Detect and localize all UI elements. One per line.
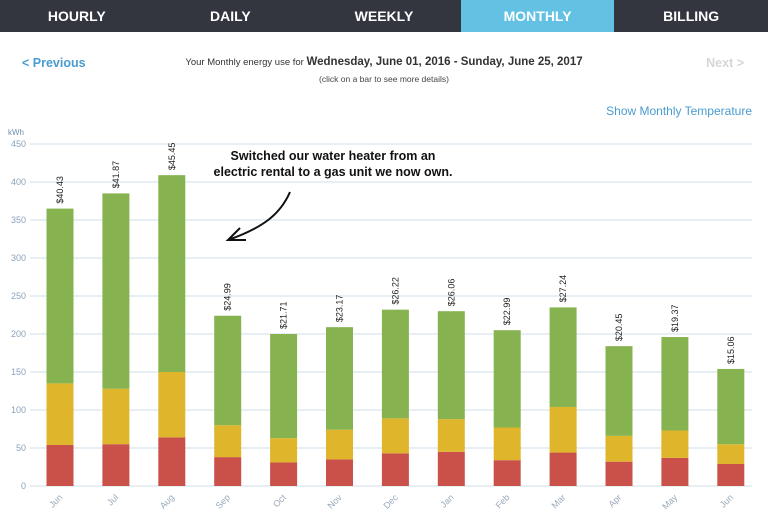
- bar-segment[interactable]: [605, 435, 633, 462]
- y-tick-label: 400: [11, 177, 26, 187]
- bar-segment[interactable]: [381, 309, 409, 419]
- x-tick-label: Mar: [549, 492, 567, 510]
- data-label: $41.87: [111, 161, 121, 189]
- period-range: Wednesday, June 01, 2016 - Sunday, June …: [306, 56, 583, 68]
- bar-segment[interactable]: [381, 418, 409, 454]
- bar-segment[interactable]: [102, 388, 130, 445]
- x-tick-label: May: [660, 492, 679, 511]
- x-tick-label: Aug: [158, 492, 176, 510]
- view-tabs: HOURLY DAILY WEEKLY MONTHLY BILLING: [0, 0, 768, 32]
- y-tick-label: 450: [11, 139, 26, 149]
- bar-segment[interactable]: [46, 383, 74, 445]
- bar-segment[interactable]: [549, 452, 577, 486]
- bar-segment[interactable]: [102, 444, 130, 486]
- data-label: $22.99: [502, 298, 512, 326]
- x-tick-label: Nov: [326, 492, 345, 511]
- tab-daily[interactable]: DAILY: [210, 8, 251, 24]
- x-tick-label: Feb: [494, 492, 512, 510]
- bar-segment[interactable]: [437, 311, 465, 420]
- y-tick-label: 0: [21, 481, 26, 491]
- bar-segment[interactable]: [270, 438, 298, 463]
- y-tick-label: 300: [11, 253, 26, 263]
- data-label: $23.17: [335, 295, 345, 323]
- y-tick-label: 100: [11, 405, 26, 415]
- bar-segment[interactable]: [381, 453, 409, 486]
- show-temperature-link[interactable]: Show Monthly Temperature: [606, 104, 752, 118]
- bar-segment[interactable]: [549, 406, 577, 453]
- bar-segment[interactable]: [437, 451, 465, 486]
- tab-hourly[interactable]: HOURLY: [47, 8, 106, 24]
- data-label: $20.45: [614, 314, 624, 342]
- period-hint: (click on a bar to see more details): [319, 74, 449, 84]
- data-label: $26.06: [446, 279, 456, 307]
- y-tick-label: 250: [11, 291, 26, 301]
- period-text: Your Monthly energy use for Wednesday, J…: [0, 56, 768, 68]
- x-tick-label: Jan: [438, 492, 455, 509]
- bar-segment[interactable]: [158, 175, 186, 372]
- data-label: $15.06: [726, 336, 736, 364]
- bar-segment[interactable]: [326, 459, 353, 486]
- tab-weekly[interactable]: WEEKLY: [354, 8, 414, 24]
- arrow-icon: [227, 191, 291, 241]
- bar-segment[interactable]: [549, 307, 577, 407]
- period-prefix: Your Monthly energy use for: [185, 57, 304, 68]
- y-tick-label: 200: [11, 329, 26, 339]
- previous-link[interactable]: < Previous: [22, 56, 86, 70]
- bar-segment[interactable]: [717, 444, 745, 464]
- x-tick-label: Jun: [718, 492, 735, 509]
- next-link[interactable]: Next >: [706, 56, 744, 70]
- bar-segment[interactable]: [717, 463, 745, 486]
- bar-segment[interactable]: [661, 337, 689, 431]
- bar-segment[interactable]: [493, 427, 521, 461]
- bar-segment[interactable]: [661, 457, 689, 486]
- data-label: $40.43: [55, 176, 65, 204]
- data-label: $21.71: [279, 301, 289, 329]
- x-tick-label: Jun: [47, 492, 64, 509]
- y-tick-label: 350: [11, 215, 26, 225]
- y-axis-label: kWh: [8, 128, 24, 137]
- data-label: $26.22: [390, 277, 400, 305]
- bar-segment[interactable]: [717, 368, 745, 445]
- arrowhead-icon: [225, 227, 246, 241]
- bar-segment[interactable]: [326, 327, 353, 430]
- bar-segment[interactable]: [214, 315, 242, 426]
- bar-segment[interactable]: [493, 330, 521, 428]
- bar-segment[interactable]: [493, 460, 521, 486]
- bar-segment[interactable]: [158, 372, 186, 438]
- bar-segment[interactable]: [326, 429, 353, 460]
- tab-billing[interactable]: BILLING: [663, 8, 720, 24]
- data-label: $45.45: [167, 143, 177, 171]
- x-tick-label: Apr: [606, 492, 623, 509]
- x-tick-label: Sep: [214, 492, 232, 510]
- bar-segment[interactable]: [158, 437, 186, 486]
- data-label: $27.24: [558, 275, 568, 303]
- x-tick-label: Oct: [271, 492, 288, 509]
- bar-segment[interactable]: [605, 461, 633, 486]
- x-tick-label: Jul: [105, 492, 120, 507]
- bar-segment[interactable]: [437, 419, 465, 452]
- bar-segment[interactable]: [661, 430, 689, 458]
- x-tick-label: Dec: [381, 492, 400, 511]
- y-tick-label: 50: [16, 443, 26, 453]
- data-label: $24.99: [223, 283, 233, 311]
- bar-segment[interactable]: [605, 346, 633, 436]
- bar-segment[interactable]: [102, 193, 130, 389]
- tab-monthly[interactable]: MONTHLY: [460, 0, 615, 32]
- bar-segment[interactable]: [46, 444, 74, 486]
- bar-segment[interactable]: [46, 208, 74, 384]
- y-tick-label: 150: [11, 367, 26, 377]
- bar-segment[interactable]: [214, 457, 242, 486]
- bar-segment[interactable]: [214, 425, 242, 458]
- annotation-text: Switched our water heater from an electr…: [213, 149, 453, 179]
- data-label: $19.37: [670, 305, 680, 333]
- bar-segment[interactable]: [270, 334, 298, 439]
- bar-segment[interactable]: [270, 462, 298, 486]
